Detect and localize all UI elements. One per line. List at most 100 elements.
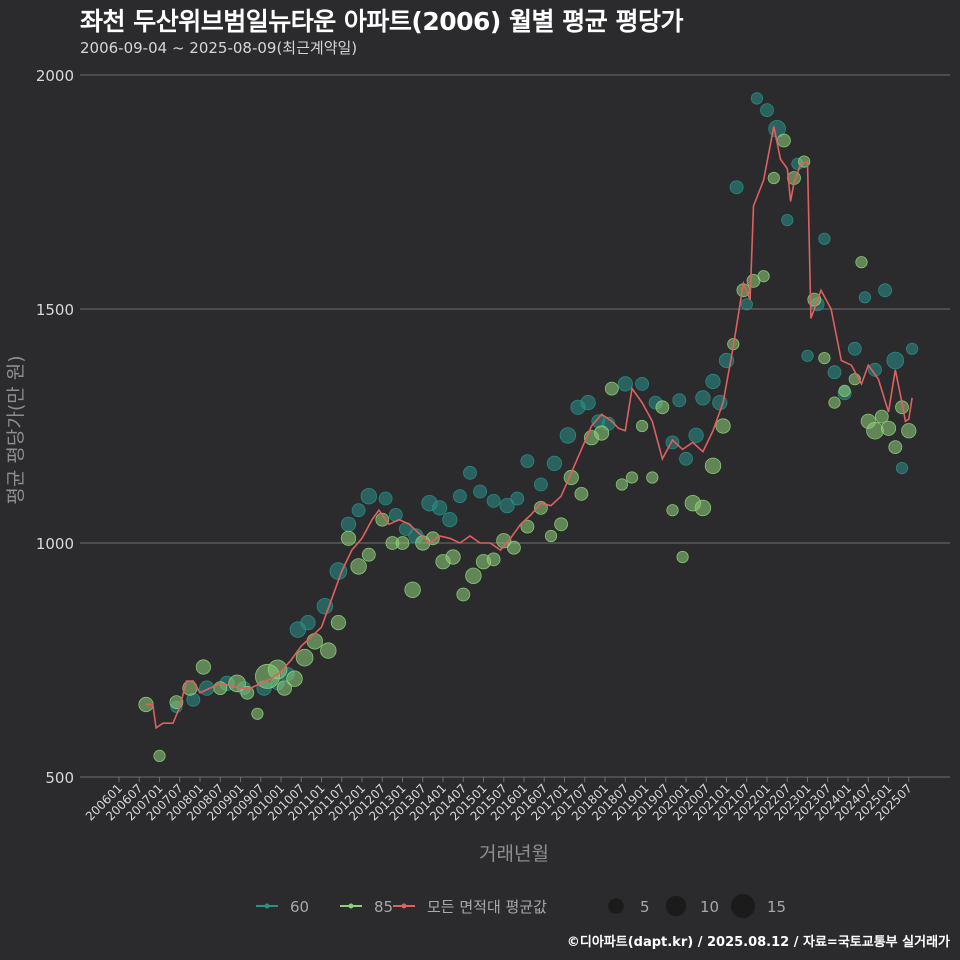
data-point-60 <box>340 516 357 532</box>
data-point-60 <box>316 598 334 615</box>
data-point-85 <box>635 419 649 433</box>
legend-size-label: 5 <box>640 898 650 916</box>
legend-key-dot <box>401 903 407 909</box>
data-point-60 <box>473 484 488 499</box>
data-point-85 <box>625 471 639 484</box>
data-point-85 <box>425 531 440 546</box>
data-point-85 <box>704 457 722 475</box>
legend-size-circle <box>608 898 624 914</box>
data-point-60 <box>672 393 687 408</box>
data-point-85 <box>486 552 501 567</box>
data-point-85 <box>306 633 324 650</box>
data-point-85 <box>276 680 292 696</box>
data-point-85 <box>251 707 264 720</box>
data-point-60 <box>431 500 448 516</box>
x-axis-label: 거래년월 <box>479 843 549 865</box>
data-point-60 <box>760 103 774 117</box>
data-point-85 <box>866 421 884 440</box>
data-point-60 <box>520 454 535 469</box>
y-axis-label: 평균 평당가(만 원) <box>5 355 27 504</box>
data-point-60 <box>635 376 649 391</box>
data-point-85 <box>615 478 629 491</box>
data-point-60 <box>360 488 378 505</box>
data-point-85 <box>828 396 841 409</box>
data-point-60 <box>546 455 563 471</box>
average-line-layer <box>146 126 913 730</box>
chart-subtitle: 2006-09-04 ~ 2025-08-09(최근계약일) <box>80 39 358 57</box>
data-point-85 <box>874 409 889 424</box>
data-point-85 <box>694 499 712 517</box>
data-point-85 <box>520 519 535 534</box>
data-point-85 <box>818 351 831 365</box>
data-point-85 <box>757 270 770 283</box>
data-point-60 <box>534 477 548 492</box>
data-point-85 <box>330 614 346 631</box>
data-point-60 <box>695 390 711 406</box>
data-point-60 <box>729 180 744 195</box>
data-point-85 <box>855 256 868 269</box>
data-point-85 <box>445 549 461 565</box>
data-point-60 <box>868 362 882 377</box>
data-point-60 <box>688 427 704 443</box>
legend-key-dot <box>264 903 270 909</box>
data-point-60 <box>486 493 501 508</box>
data-point-85 <box>340 530 357 546</box>
data-point-60 <box>905 342 919 355</box>
data-point-60 <box>442 511 458 528</box>
data-point-60 <box>679 451 693 466</box>
data-point-85 <box>880 420 897 436</box>
y-tick-label: 1000 <box>36 535 74 553</box>
data-point-60 <box>617 376 633 392</box>
data-point-60 <box>818 232 831 245</box>
data-point-60 <box>499 497 515 514</box>
data-point-60 <box>750 92 764 105</box>
y-axis-ticks: 500 1000 1500 2000 <box>36 67 74 787</box>
legend-label: 60 <box>290 898 309 916</box>
data-point-85 <box>767 171 780 185</box>
chart-title: 좌천 두산위브범일뉴타운 아파트(2006) 월별 평균 평당가 <box>80 7 683 36</box>
data-point-85 <box>593 425 610 441</box>
data-point-60 <box>781 214 794 227</box>
average-price-line <box>146 126 913 730</box>
data-point-85 <box>777 133 791 148</box>
legend-size-circle <box>730 893 756 919</box>
data-point-85 <box>361 547 376 562</box>
data-point-60 <box>878 283 892 298</box>
data-point-85 <box>666 504 679 517</box>
data-point-60 <box>705 373 721 390</box>
data-point-85 <box>554 517 568 532</box>
legend-size-circle <box>665 895 687 917</box>
y-tick-label: 1500 <box>36 301 74 319</box>
data-point-85 <box>153 749 166 763</box>
data-point-85 <box>604 381 619 396</box>
data-point-85 <box>676 550 689 564</box>
data-point-60 <box>847 341 862 356</box>
data-point-85 <box>574 486 589 501</box>
data-point-85 <box>286 670 303 687</box>
data-point-60 <box>858 291 872 304</box>
scatter-points-layer <box>138 92 919 763</box>
data-point-85 <box>375 512 390 527</box>
data-point-60 <box>895 461 909 475</box>
data-point-60 <box>886 351 905 370</box>
data-point-85 <box>395 536 410 550</box>
data-point-85 <box>465 567 482 585</box>
y-tick-label: 500 <box>45 769 74 787</box>
data-point-85 <box>350 558 367 575</box>
data-point-60 <box>378 491 393 506</box>
data-point-85 <box>901 423 917 439</box>
data-point-60 <box>463 465 477 480</box>
data-point-60 <box>559 427 577 444</box>
x-axis-ticks: 2006012006072007012007072008012008072009… <box>83 777 915 824</box>
legend-key-dot <box>348 903 354 909</box>
data-point-85 <box>544 529 558 543</box>
data-point-85 <box>507 540 521 555</box>
data-point-60 <box>801 349 814 362</box>
data-point-60 <box>580 394 596 411</box>
y-tick-label: 2000 <box>36 67 74 85</box>
data-point-85 <box>295 648 314 667</box>
data-point-85 <box>404 581 421 599</box>
data-point-85 <box>496 533 512 549</box>
